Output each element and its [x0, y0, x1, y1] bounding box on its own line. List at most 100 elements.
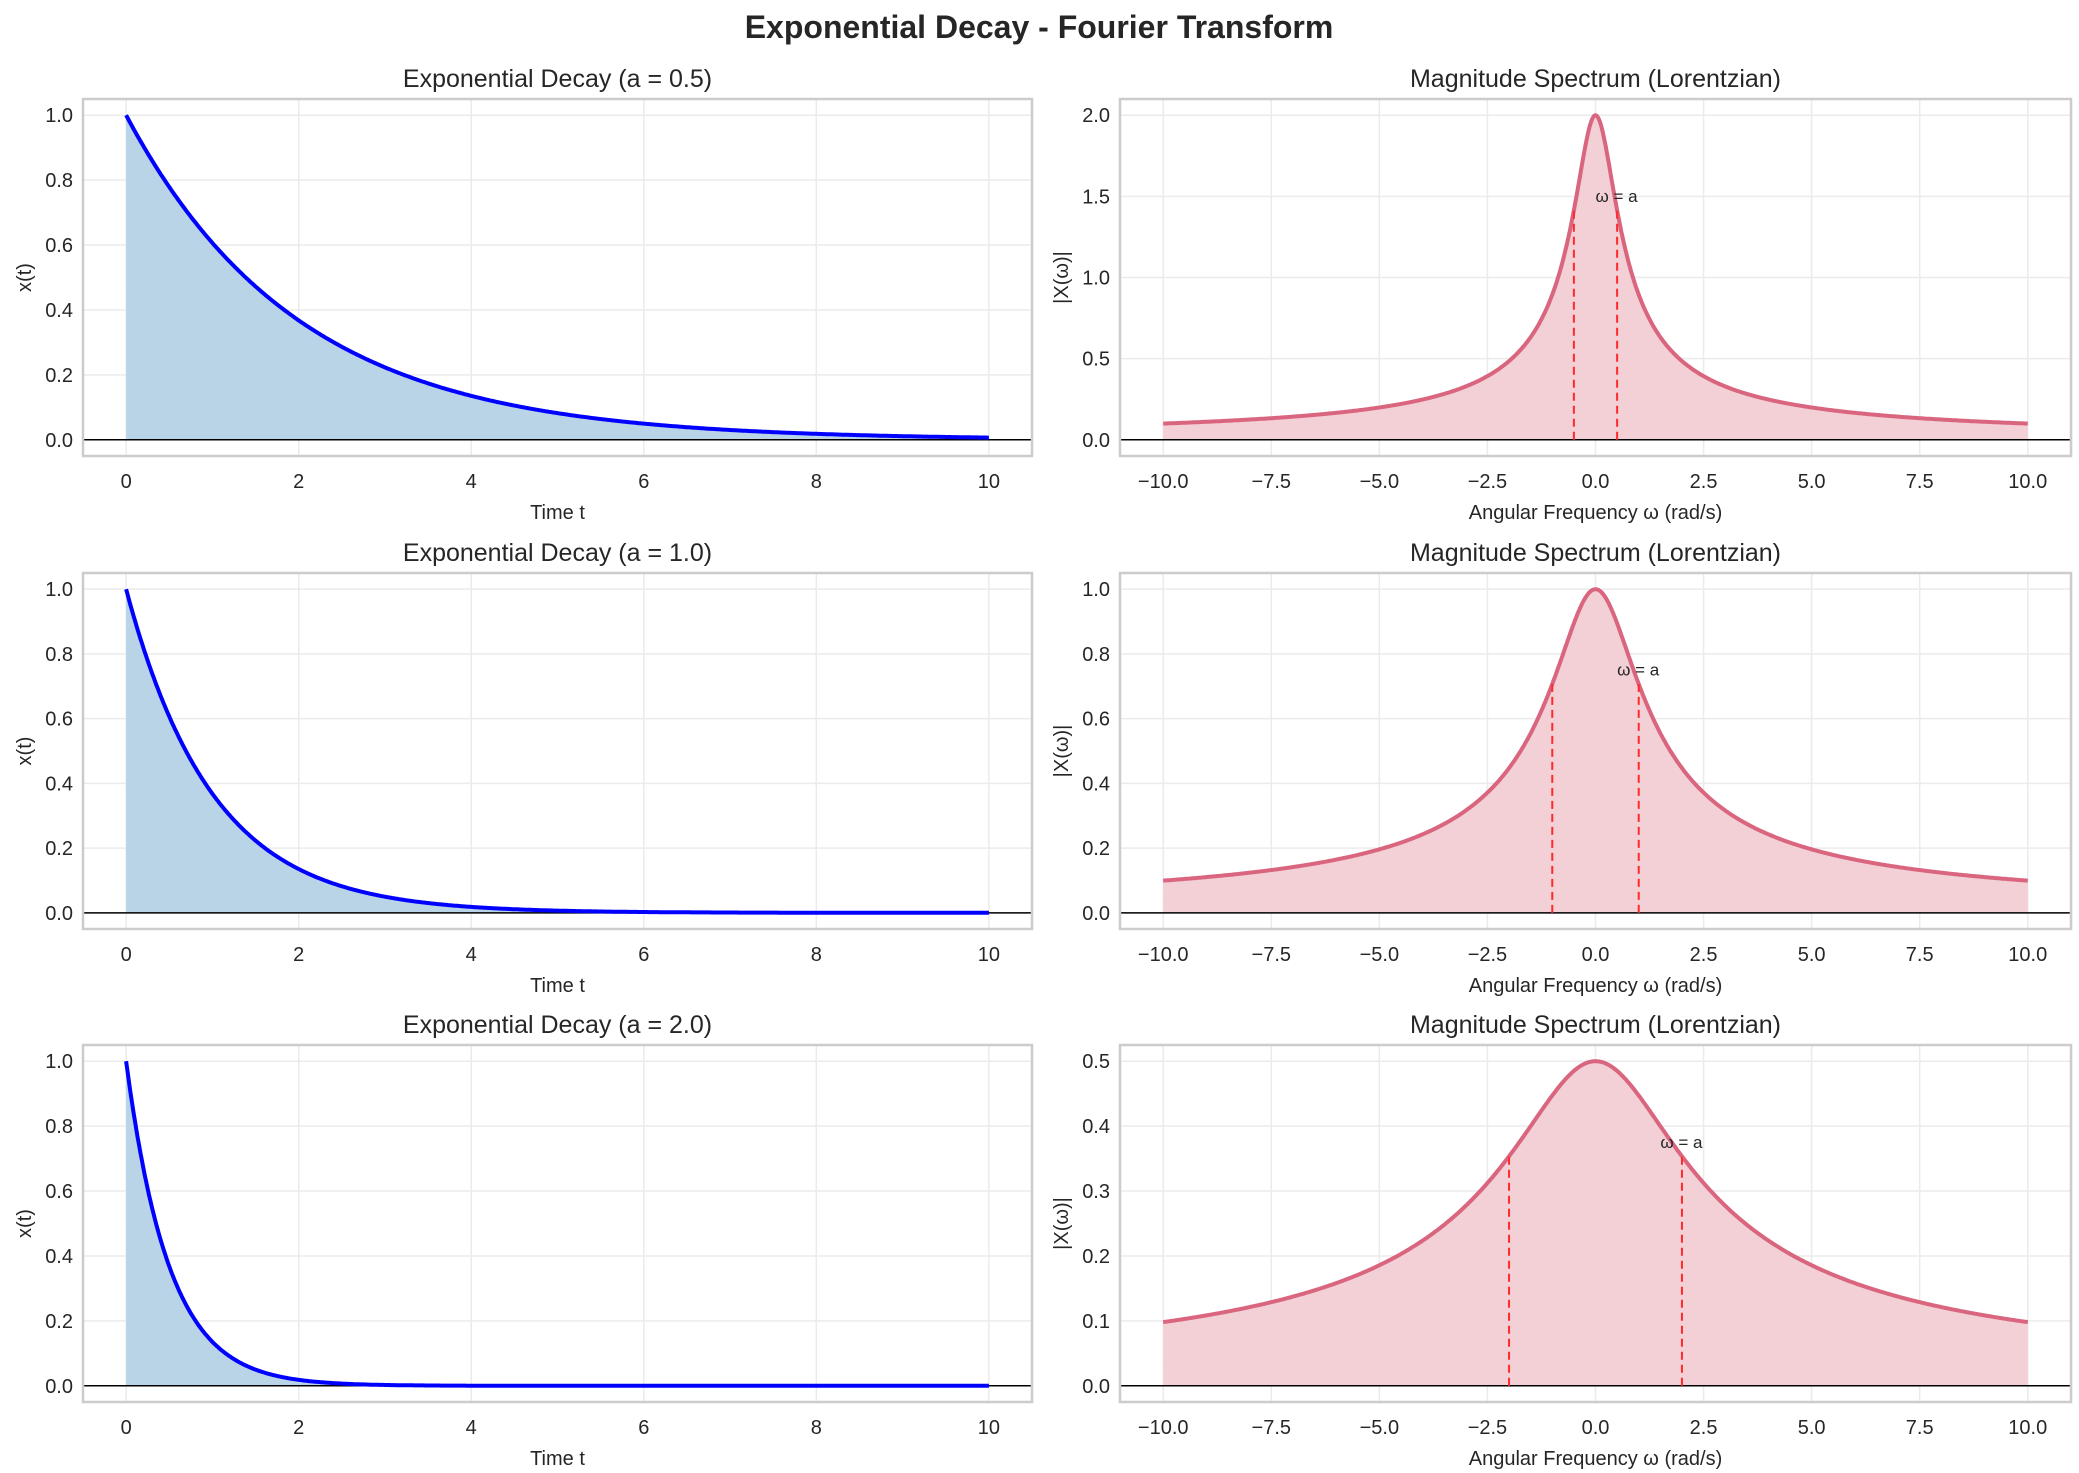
x-tick-label: −5.0	[1360, 944, 1399, 966]
x-tick-label: 10	[978, 1417, 1000, 1439]
y-tick-label: 0.0	[45, 903, 73, 925]
subplot-2: ω = a −10.0 −7.5 −5.0 −2.5 0.0 2.5 5.0 7.5 10.0 0.…	[1051, 65, 2073, 524]
omega-a-annotation: ω = a	[1617, 660, 1660, 679]
y-axis-label: x(t)	[14, 737, 36, 766]
x-axis-label: Angular Frequency ω (rad/s)	[1469, 502, 1723, 524]
y-tick-label: 0.0	[1082, 1376, 1110, 1398]
x-tick-label: 8	[811, 471, 822, 493]
subplot-title: Magnitude Spectrum (Lorentzian)	[1410, 1011, 1781, 1039]
y-tick-label: 1.5	[1082, 186, 1110, 208]
y-tick-label: 0.4	[45, 300, 73, 322]
y-tick-label: 0.6	[45, 1181, 73, 1203]
y-axis-label: |X(ω)|	[1051, 725, 1073, 778]
x-tick-label: 2.5	[1690, 471, 1718, 493]
subplot-3: 0 2 4 6 8 10 0.0 0.2 0.4 0.6 0.8 1.0 Exponential Dec…	[14, 539, 1034, 997]
y-tick-label: 0.8	[45, 644, 73, 666]
x-tick-label: 8	[811, 1417, 822, 1439]
y-tick-label: 0.1	[1082, 1311, 1110, 1333]
decay-curve	[124, 588, 990, 915]
subplot-title: Exponential Decay (a = 1.0)	[403, 539, 712, 567]
x-axis-label: Time t	[530, 975, 585, 997]
y-tick-label: 0.5	[1082, 1051, 1110, 1073]
x-tick-label: −10.0	[1138, 471, 1189, 493]
y-tick-label: 0.0	[45, 430, 73, 452]
area-fill	[1163, 1061, 2028, 1386]
area-fill	[126, 589, 989, 913]
y-tick-label: 0.2	[1082, 1246, 1110, 1268]
y-tick-label: 0.0	[45, 1376, 73, 1398]
x-tick-label: −2.5	[1468, 1417, 1507, 1439]
y-axis-label: |X(ω)|	[1051, 1197, 1073, 1250]
x-tick-label: 4	[466, 1417, 477, 1439]
subplot-title: Magnitude Spectrum (Lorentzian)	[1410, 539, 1781, 567]
y-tick-label: 0.0	[1082, 903, 1110, 925]
x-tick-label: 2.5	[1690, 1417, 1718, 1439]
x-tick-label: 5.0	[1798, 471, 1826, 493]
x-tick-label: −10.0	[1138, 1417, 1189, 1439]
y-tick-label: 0.4	[45, 1246, 73, 1268]
y-tick-label: 1.0	[1082, 579, 1110, 601]
y-tick-label: 0.4	[45, 773, 73, 795]
x-tick-label: 6	[638, 1417, 649, 1439]
x-tick-label: −7.5	[1252, 944, 1291, 966]
y-tick-label: 0.6	[45, 235, 73, 257]
x-tick-label: 10	[978, 944, 1000, 966]
y-tick-label: 0.2	[1082, 838, 1110, 860]
x-tick-label: 7.5	[1906, 944, 1934, 966]
x-tick-label: 5.0	[1798, 944, 1826, 966]
y-tick-label: 0.8	[1082, 644, 1110, 666]
subplot-6: ω = a −10.0 −7.5 −5.0 −2.5 0.0 2.5 5.0 7.5 10.0 0.…	[1051, 1011, 2073, 1470]
x-tick-label: 0.0	[1582, 944, 1610, 966]
x-tick-label: −5.0	[1360, 1417, 1399, 1439]
x-axis-label: Time t	[530, 502, 585, 524]
x-tick-label: 0.0	[1582, 1417, 1610, 1439]
y-axis-label: x(t)	[14, 1209, 36, 1238]
y-tick-label: 0.2	[45, 1311, 73, 1333]
y-tick-label: 0.4	[1082, 1116, 1110, 1138]
subplot-1: 0 2 4 6 8 10 0.0 0.2 0.4 0.6 0.8 1.0 Exponential Dec…	[14, 65, 1034, 524]
y-tick-label: 1.0	[45, 579, 73, 601]
x-axis-label: Angular Frequency ω (rad/s)	[1469, 1448, 1723, 1470]
y-tick-label: 0.0	[1082, 430, 1110, 452]
x-tick-label: 4	[466, 471, 477, 493]
area-fill	[1163, 589, 2028, 913]
x-tick-label: 2.5	[1690, 944, 1718, 966]
omega-a-annotation: ω = a	[1596, 187, 1639, 206]
x-tick-label: 7.5	[1906, 1417, 1934, 1439]
x-tick-label: 2	[293, 471, 304, 493]
y-tick-label: 0.2	[45, 838, 73, 860]
area-fill	[126, 115, 989, 440]
y-tick-label: 0.3	[1082, 1181, 1110, 1203]
x-tick-label: 8	[811, 944, 822, 966]
x-tick-label: 10.0	[2008, 944, 2047, 966]
y-tick-label: 0.8	[45, 1116, 73, 1138]
x-tick-label: 5.0	[1798, 1417, 1826, 1439]
y-tick-label: 0.4	[1082, 773, 1110, 795]
magnitude-curve	[1162, 587, 2029, 883]
x-tick-label: 10.0	[2008, 471, 2047, 493]
x-tick-label: 6	[638, 471, 649, 493]
subplot-title: Magnitude Spectrum (Lorentzian)	[1410, 65, 1781, 93]
y-tick-label: 1.0	[45, 105, 73, 127]
axes-frame	[1118, 1043, 2073, 1404]
x-tick-label: 0	[121, 471, 132, 493]
y-tick-label: 0.6	[1082, 709, 1110, 731]
y-tick-label: 1.0	[45, 1051, 73, 1073]
omega-a-annotation: ω = a	[1660, 1133, 1703, 1152]
area-fill	[1163, 115, 2028, 440]
x-tick-label: −5.0	[1360, 471, 1399, 493]
x-tick-label: 4	[466, 944, 477, 966]
decay-curve	[124, 114, 990, 440]
subplot-title: Exponential Decay (a = 0.5)	[403, 65, 712, 93]
y-tick-label: 0.2	[45, 365, 73, 387]
x-tick-label: 0	[121, 1417, 132, 1439]
subplot-5: 0 2 4 6 8 10 0.0 0.2 0.4 0.6 0.8 1.0 Exponential Dec…	[14, 1011, 1034, 1470]
y-axis-label: x(t)	[14, 263, 36, 292]
y-axis-label: |X(ω)|	[1051, 251, 1073, 304]
x-tick-label: 10.0	[2008, 1417, 2047, 1439]
subplot-title: Exponential Decay (a = 2.0)	[403, 1011, 712, 1039]
x-tick-label: 6	[638, 944, 649, 966]
x-tick-label: −7.5	[1252, 1417, 1291, 1439]
x-tick-label: −2.5	[1468, 944, 1507, 966]
